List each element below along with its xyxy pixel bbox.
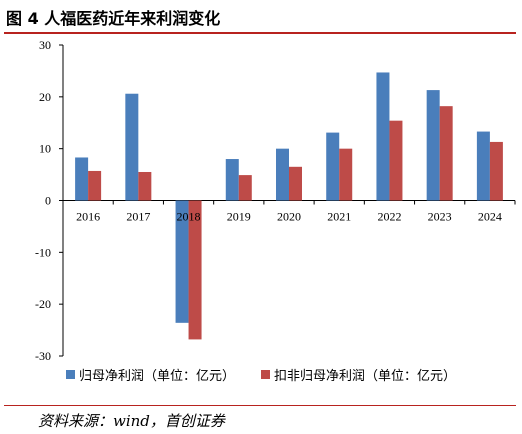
bar-2-2022 [389, 120, 403, 201]
x-tick-label-2022: 2022 [377, 210, 401, 224]
chart-title: 图 4 人福医药近年来利润变化 [6, 9, 221, 28]
bar-1-2016 [75, 157, 89, 201]
bar-2-2016 [88, 170, 102, 201]
y-tick-label: -30 [35, 349, 51, 363]
x-tick-label-2017: 2017 [126, 210, 150, 224]
bar-2-2024 [489, 141, 503, 201]
bar-1-2019 [225, 159, 239, 201]
bar-2-2017 [138, 171, 152, 201]
y-tick-label: 20 [39, 90, 51, 104]
y-tick-label: -10 [35, 245, 51, 259]
x-tick-label-2020: 2020 [277, 210, 301, 224]
x-tick-label-2021: 2021 [327, 210, 351, 224]
legend-label-series-1: 归母净利润（单位：亿元） [78, 369, 235, 384]
y-tick-label: -20 [35, 297, 51, 311]
legend: 归母净利润（单位：亿元） 扣非归母净利润（单位：亿元） [0, 365, 522, 384]
y-tick-label: 0 [45, 194, 51, 208]
x-tick-label-2024: 2024 [478, 210, 502, 224]
bar-1-2020 [276, 148, 289, 201]
bar-1-2021 [326, 132, 340, 201]
bar-1-2023 [426, 90, 440, 201]
y-tick-label: 10 [39, 142, 51, 156]
legend-swatch-series-2 [261, 370, 270, 379]
x-tick-label-2019: 2019 [227, 210, 251, 224]
x-tick-label-2023: 2023 [428, 210, 452, 224]
legend-item-series-1: 归母净利润（单位：亿元） [65, 365, 235, 384]
bottom-rule [4, 405, 516, 406]
top-rule [4, 32, 516, 34]
legend-swatch-series-1 [65, 370, 75, 379]
source-note: 资料来源：wind，首创证券 [38, 412, 225, 430]
bar-1-2022 [376, 72, 390, 201]
bar-1-2017 [125, 93, 139, 201]
legend-label-series-2: 扣非归母净利润（单位：亿元） [274, 369, 457, 384]
bar-2-2023 [439, 106, 453, 201]
bar-2-2018 [188, 200, 202, 340]
bar-1-2024 [476, 131, 490, 201]
legend-item-series-2: 扣非归母净利润（单位：亿元） [261, 365, 456, 384]
bar-1-2018 [175, 200, 189, 323]
y-tick-label: 30 [39, 38, 51, 52]
x-tick-label-2018: 2018 [177, 210, 201, 224]
bar-2-2020 [289, 166, 302, 201]
bar-2-2019 [238, 175, 252, 201]
bar-2-2021 [339, 148, 353, 201]
x-tick-label-2016: 2016 [76, 210, 100, 224]
